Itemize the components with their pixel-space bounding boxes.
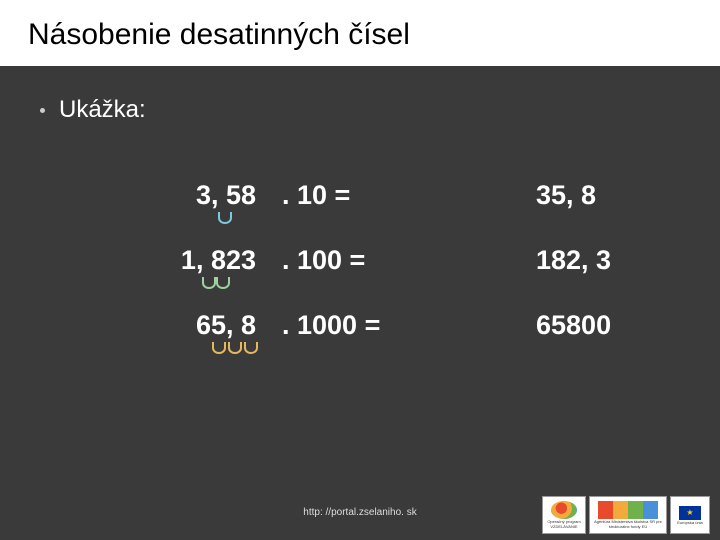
example-result: 35, 8 <box>536 180 676 211</box>
example-operator: . 1000 = <box>256 310 536 341</box>
eu-flag-icon: ★ <box>679 506 701 520</box>
example-operand: 3, 58 <box>136 180 256 211</box>
example-row: 1, 823 . 100 = 182, 3 <box>136 245 720 276</box>
shift-arc-icon <box>216 277 230 289</box>
example-row: 65, 8 . 1000 = 65800 <box>136 310 720 341</box>
example-result: 65800 <box>536 310 676 341</box>
shift-arc-icon <box>212 342 226 354</box>
logo-caption: Operačný program VZDELÁVANIE <box>545 519 583 529</box>
bullet-dot-icon <box>40 108 45 113</box>
logo-eu: ★ Európska únia <box>670 496 710 534</box>
examples-block: 3, 58 . 10 = 35, 8 1, 823 . 100 = 182, 3… <box>136 180 720 341</box>
shift-arc-icon <box>244 342 258 354</box>
example-result: 182, 3 <box>536 245 676 276</box>
page-title: Násobenie desatinných čísel <box>28 18 692 52</box>
logo-opv: Operačný program VZDELÁVANIE <box>542 496 586 534</box>
example-row: 3, 58 . 10 = 35, 8 <box>136 180 720 211</box>
footer: http: //portal.zselaniho. sk Operačný pr… <box>0 488 720 540</box>
logo-caption: Európska únia <box>677 520 703 525</box>
ministry-logo-icon <box>598 501 658 519</box>
example-operator: . 100 = <box>256 245 536 276</box>
logo-strip: Operačný program VZDELÁVANIE Agentúra Mi… <box>542 496 710 534</box>
logo-ministry: Agentúra Ministerstva školstva SR pre št… <box>589 496 667 534</box>
bullet-row: Ukážka: <box>40 96 720 124</box>
content-area: Ukážka: 3, 58 . 10 = 35, 8 1, 823 . 100 … <box>0 66 720 341</box>
title-bar: Násobenie desatinných čísel <box>0 0 720 66</box>
shift-arc-icon <box>228 342 242 354</box>
logo-caption: Agentúra Ministerstva školstva SR pre št… <box>592 519 664 529</box>
bullet-text: Ukážka: <box>59 96 146 124</box>
shift-arc-icon <box>202 277 216 289</box>
example-operand: 1, 823 <box>136 245 256 276</box>
example-operand: 65, 8 <box>136 310 256 341</box>
shift-arc-icon <box>218 212 232 224</box>
example-operator: . 10 = <box>256 180 536 211</box>
opv-logo-icon <box>551 501 577 519</box>
footer-link: http: //portal.zselaniho. sk <box>303 507 416 518</box>
